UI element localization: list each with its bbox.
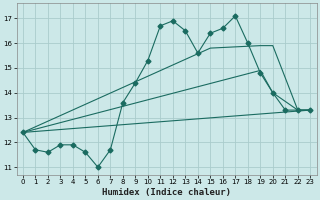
X-axis label: Humidex (Indice chaleur): Humidex (Indice chaleur) [102,188,231,197]
